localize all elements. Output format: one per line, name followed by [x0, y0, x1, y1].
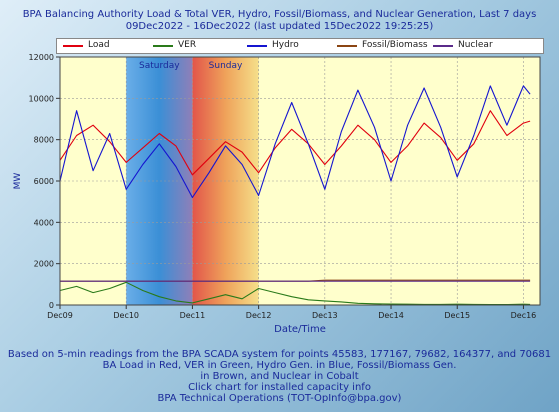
weekend-band-label-1: Sunday: [209, 61, 243, 71]
series-line-load: [59, 110, 531, 176]
series-line-ver: [59, 281, 531, 306]
x-tick-label-1: Dec10: [113, 311, 139, 320]
footer-line-5[interactable]: BPA Technical Operations (TOT-OpInfo@bpa…: [157, 393, 402, 404]
legend: Load VER Hydro Fossil/Biomass Nuclear: [56, 38, 544, 54]
y-tick-label-1: 2000: [34, 260, 54, 269]
x-axis-label: Date/Time: [274, 324, 326, 335]
y-axis-label: MW: [13, 173, 23, 190]
legend-swatch-fossil: [337, 45, 357, 47]
legend-swatch-nuclear: [433, 45, 453, 47]
weekend-band-label-0: Saturday: [139, 61, 180, 71]
footer-line-1: Based on 5-min readings from the BPA SCA…: [7, 349, 552, 360]
legend-label-ver: VER: [178, 40, 197, 50]
legend-label-fossil: Fossil/Biomass: [362, 40, 428, 50]
legend-label-load: Load: [88, 40, 110, 50]
x-tick-label-2: Dec11: [180, 311, 206, 320]
footer-line-4[interactable]: Click chart for installed capacity info: [188, 382, 371, 393]
y-tick-label-3: 6000: [34, 177, 54, 186]
x-tick-label-6: Dec15: [444, 311, 470, 320]
footer-line-3: in Brown, and Nuclear in Cobalt: [200, 371, 359, 382]
legend-swatch-ver: [153, 45, 173, 47]
y-tick-label-2: 4000: [34, 218, 54, 227]
legend-swatch-load: [63, 45, 83, 47]
chart-title: BPA Balancing Authority Load & Total VER…: [22, 9, 537, 20]
legend-label-nuclear: Nuclear: [458, 40, 493, 50]
legend-label-hydro: Hydro: [272, 40, 299, 50]
x-tick-label-5: Dec14: [378, 311, 404, 320]
x-tick-label-0: Dec09: [47, 311, 73, 320]
x-tick-label-3: Dec12: [246, 311, 272, 320]
y-tick-label-0: 0: [49, 301, 54, 310]
plot-frame: [59, 56, 541, 306]
y-tick-label-5: 10000: [29, 94, 54, 103]
x-tick-label-7: Dec16: [511, 311, 537, 320]
y-tick-label-4: 8000: [34, 136, 54, 145]
y-tick-label-6: 12000: [29, 53, 54, 62]
chart-subtitle: 09Dec2022 - 16Dec2022 (last updated 15De…: [125, 21, 434, 32]
legend-swatch-hydro: [247, 45, 267, 47]
x-tick-label-4: Dec13: [312, 311, 338, 320]
series-line-hydro: [59, 85, 531, 199]
footer-line-2: BA Load in Red, VER in Green, Hydro Gen.…: [102, 360, 457, 371]
